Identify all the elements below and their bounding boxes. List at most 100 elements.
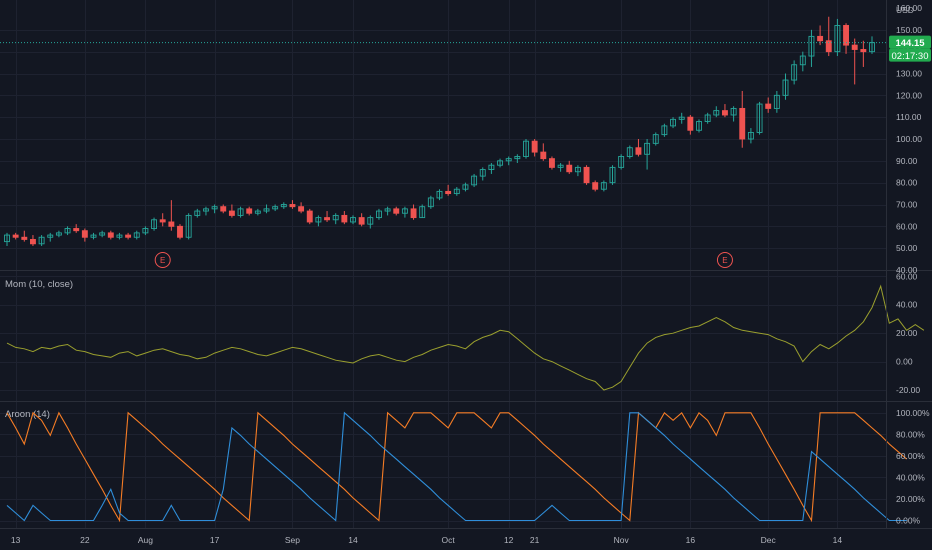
candle-body — [609, 166, 616, 184]
aroon-pane[interactable]: Aroon (14) — [5, 409, 907, 523]
price-tick-label: 40.00 — [896, 265, 918, 275]
candle-body — [410, 208, 417, 219]
candle-down — [125, 232, 132, 240]
candle-up — [747, 128, 754, 144]
candle-body — [834, 25, 841, 53]
candle-up — [332, 213, 339, 225]
candle-up — [471, 173, 478, 188]
momentum-line — [6, 284, 925, 391]
candle-body — [445, 190, 452, 195]
price-tick-label: 100.00 — [896, 134, 922, 144]
candle-body — [531, 140, 538, 153]
candle-up — [116, 232, 123, 240]
candle-body — [81, 230, 88, 238]
time-tick-label: 22 — [80, 535, 90, 545]
time-tick-label: Oct — [442, 535, 456, 545]
candle-up — [488, 163, 495, 174]
candle-down — [73, 224, 80, 233]
last-price-badge — [889, 35, 931, 49]
time-axis[interactable]: 13 22 Aug 17 Sep 14 Oct 12 21 Nov 16 Dec 14 — [11, 535, 842, 545]
time-tick-label: 14 — [348, 535, 358, 545]
candle-body — [202, 208, 209, 212]
currency-label: USD — [896, 5, 914, 15]
candle-body — [341, 214, 348, 223]
candle-up — [315, 215, 322, 227]
candle-body — [782, 79, 789, 96]
candle-body — [523, 140, 529, 157]
candle-body — [505, 158, 512, 162]
candle-body — [263, 208, 270, 212]
candle-up — [808, 29, 815, 67]
price-tick-label: 120.00 — [896, 90, 922, 100]
candle-up — [730, 106, 737, 122]
candlestick-series — [4, 16, 875, 246]
candle-body — [12, 234, 19, 238]
candle-body — [376, 210, 382, 219]
candle-up — [142, 226, 149, 236]
price-tick-label: 60.00 — [896, 221, 918, 231]
candle-body — [600, 182, 607, 190]
last-price-label: 144.15 02:17:30 — [889, 35, 931, 62]
candle-body — [350, 217, 356, 223]
time-tick-label: 21 — [530, 535, 540, 545]
aroon-tick-label: 20.00% — [896, 494, 925, 504]
candle-body — [514, 156, 521, 160]
candle-body — [38, 236, 45, 245]
candle-down — [410, 204, 417, 220]
candle-up — [401, 206, 408, 218]
candle-up — [453, 187, 460, 196]
candle-down — [12, 232, 19, 240]
candle-up — [782, 73, 789, 100]
candle-up — [367, 215, 374, 229]
candle-down — [445, 184, 452, 196]
candle-body — [436, 190, 443, 199]
candle-body — [324, 217, 330, 221]
earnings-marker[interactable]: E — [154, 252, 171, 268]
candle-body — [332, 214, 339, 221]
candle-up — [99, 230, 106, 238]
momentum-axis[interactable]: 60.00 40.00 20.00 0.00 -20.00 — [896, 271, 920, 395]
earnings-label: E — [722, 256, 727, 265]
candle-body — [142, 228, 149, 234]
candle-body — [799, 55, 806, 66]
earnings-marker[interactable]: E — [716, 252, 733, 268]
earnings-circle — [154, 252, 171, 268]
aroon-axis[interactable]: 100.00% 80.00% 60.00% 40.00% 20.00% 0.00% — [896, 408, 930, 526]
candle-body — [722, 110, 728, 116]
candle-body — [159, 219, 166, 223]
candle-up — [47, 232, 54, 242]
candle-body — [462, 184, 469, 190]
candle-up — [523, 139, 529, 159]
candle-body — [419, 206, 426, 219]
price-tick-label: 150.00 — [896, 25, 922, 35]
candle-body — [497, 160, 503, 166]
candle-body — [652, 134, 659, 144]
candle-down — [341, 211, 348, 225]
candle-up — [462, 182, 469, 192]
candle-body — [756, 103, 763, 133]
candle-body — [30, 238, 36, 245]
candle-up — [618, 154, 625, 170]
candle-down — [635, 139, 642, 157]
candle-body — [107, 232, 114, 238]
candle-down — [393, 206, 400, 216]
candle-body — [272, 206, 279, 210]
candle-up — [237, 206, 244, 218]
candle-body — [713, 110, 720, 116]
candle-body — [808, 35, 815, 57]
candle-body — [358, 217, 365, 225]
candle-down — [298, 202, 305, 214]
candle-up — [479, 167, 486, 181]
candle-up — [384, 206, 391, 216]
candle-body — [453, 188, 460, 195]
aroon-tick-label: 80.00% — [896, 429, 925, 439]
candle-down — [592, 180, 599, 192]
momentum-pane[interactable]: Mom (10, close) — [5, 279, 925, 391]
candle-down — [159, 213, 166, 227]
candle-up — [756, 101, 763, 135]
candle-up — [202, 206, 209, 216]
candle-down — [531, 139, 538, 157]
candle-body — [133, 232, 140, 238]
